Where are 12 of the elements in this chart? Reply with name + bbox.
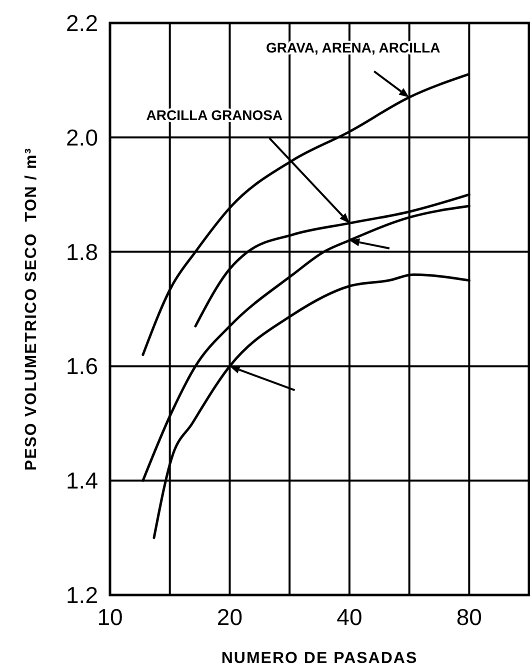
x-tick-label: 80 bbox=[456, 604, 482, 630]
y-tick-label: 1.6 bbox=[66, 353, 98, 380]
y-tick-label: 1.8 bbox=[66, 238, 98, 265]
y-tick-label: 1.2 bbox=[66, 582, 98, 608]
y-tick-label: 1.4 bbox=[66, 468, 98, 494]
y-axis-title: PESO VOLUMETRICO SECO TON / m³ bbox=[23, 147, 40, 471]
y-tick-label: 2.2 bbox=[66, 10, 98, 36]
x-tick-label: 20 bbox=[216, 604, 243, 630]
x-tick-label: 10 bbox=[97, 604, 123, 630]
x-tick-label: 40 bbox=[336, 604, 362, 630]
x-axis-title: NUMERO DE PASADAS bbox=[221, 650, 418, 667]
y-tick-label: 2.0 bbox=[66, 124, 98, 150]
